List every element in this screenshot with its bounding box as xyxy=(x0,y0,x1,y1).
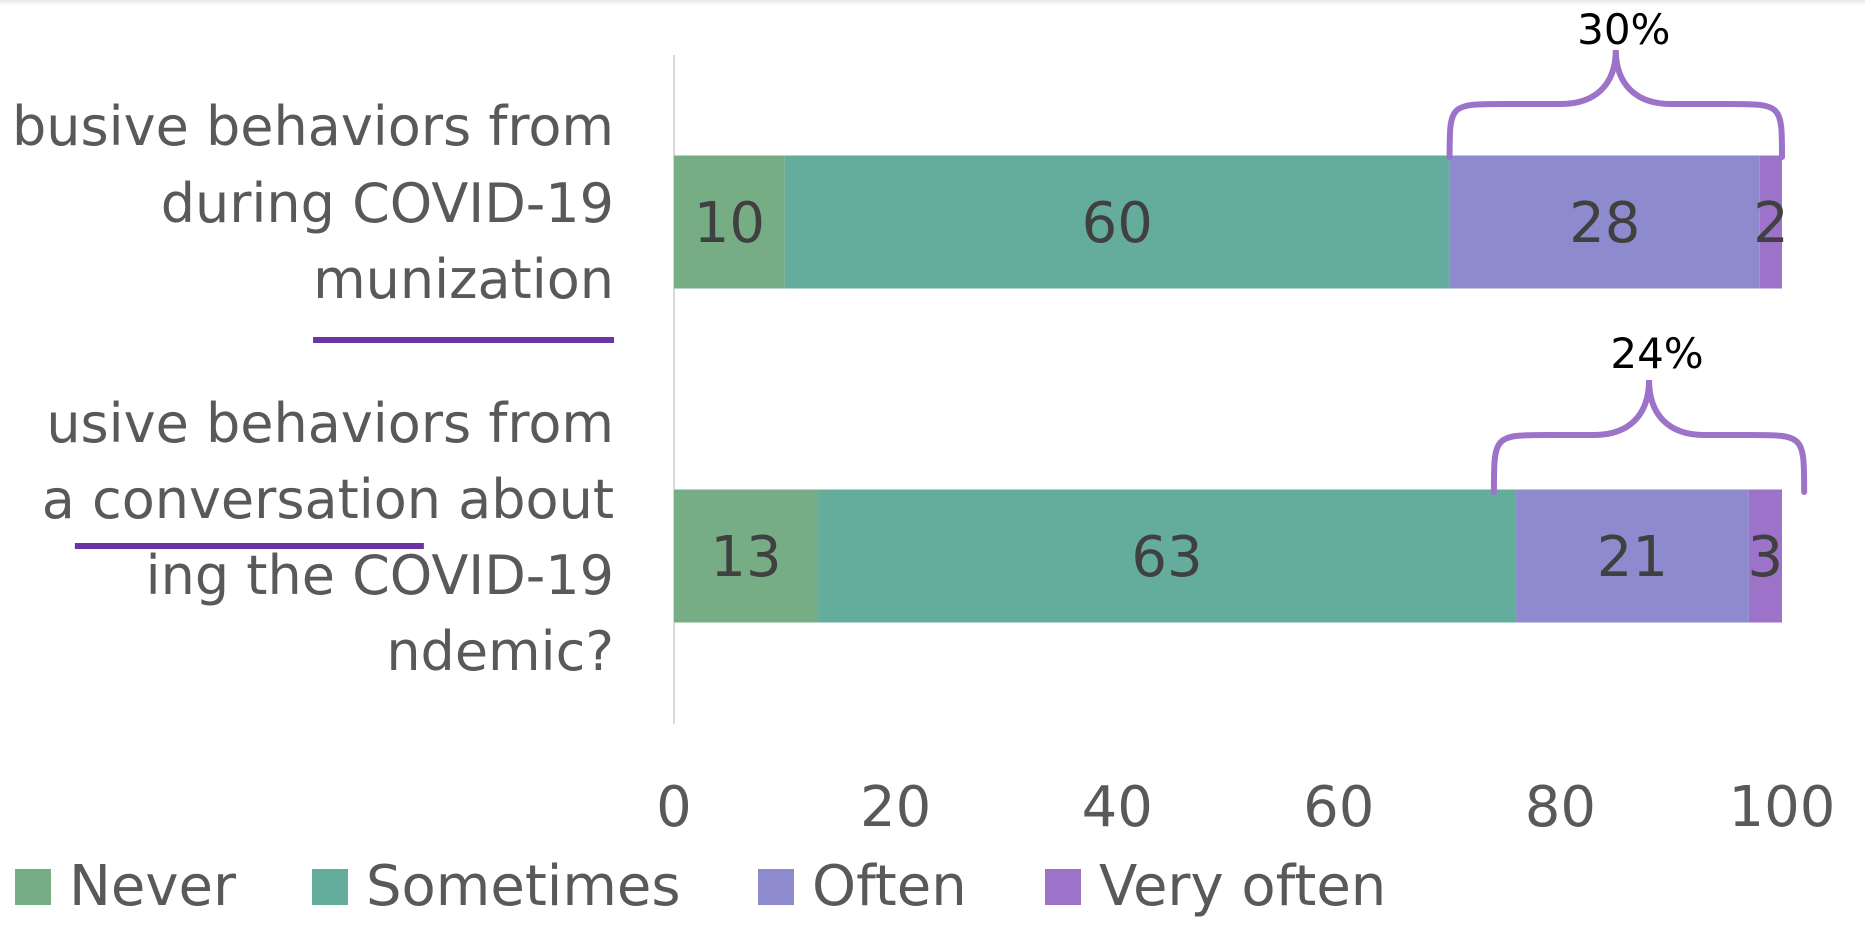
category-label-line: during COVID-19 xyxy=(161,172,614,235)
bracket-label-2: 24% xyxy=(1610,329,1703,378)
category-label-line: ing the COVID-19 xyxy=(146,544,614,607)
data-label-sometimes-1: 60 xyxy=(1082,191,1153,256)
x-tick-label: 40 xyxy=(1082,775,1153,840)
legend-label-often: Often xyxy=(812,854,967,919)
bar-never-2 xyxy=(674,489,819,623)
bar-very-often-2 xyxy=(1748,489,1782,623)
legend-label-sometimes: Sometimes xyxy=(366,854,681,919)
bar-often-2 xyxy=(1516,489,1749,623)
data-label-very-often-1: 2 xyxy=(1753,191,1789,256)
category-label-line: a conversation about xyxy=(42,468,614,531)
category-label-line: munization xyxy=(313,248,614,311)
category-label-line: usive behaviors from xyxy=(46,392,614,455)
data-label-often-1: 28 xyxy=(1569,191,1640,256)
bar-never-1 xyxy=(674,155,785,289)
x-tick-label: 100 xyxy=(1729,775,1836,840)
bracket-annotation-2 xyxy=(1490,379,1808,495)
bracket-annotation-1 xyxy=(1446,49,1785,160)
data-label-never-2: 13 xyxy=(710,525,781,590)
x-tick-label: 60 xyxy=(1303,775,1374,840)
bar-sometimes-1 xyxy=(784,155,1450,289)
category-label-line: busive behaviors from xyxy=(12,95,614,158)
data-label-very-often-2: 3 xyxy=(1748,525,1784,590)
bar-very-often-1 xyxy=(1759,155,1782,289)
x-tick-label: 80 xyxy=(1525,775,1596,840)
bar-sometimes-2 xyxy=(818,489,1517,623)
legend-swatch-sometimes xyxy=(312,869,348,905)
data-label-often-2: 21 xyxy=(1597,525,1668,590)
legend-swatch-very-often xyxy=(1045,869,1081,905)
category-label-line: ndemic? xyxy=(386,620,614,683)
x-tick-label: 0 xyxy=(656,775,692,840)
x-tick-label: 20 xyxy=(860,775,931,840)
legend-label-never: Never xyxy=(69,854,237,919)
top-divider xyxy=(0,0,1865,6)
data-label-sometimes-2: 63 xyxy=(1131,525,1202,590)
data-label-never-1: 10 xyxy=(694,191,765,256)
bar-often-1 xyxy=(1449,155,1760,289)
legend-swatch-never xyxy=(15,869,51,905)
legend-label-very-often: Very often xyxy=(1099,854,1386,919)
bracket-label-1: 30% xyxy=(1577,5,1670,54)
legend-swatch-often xyxy=(758,869,794,905)
